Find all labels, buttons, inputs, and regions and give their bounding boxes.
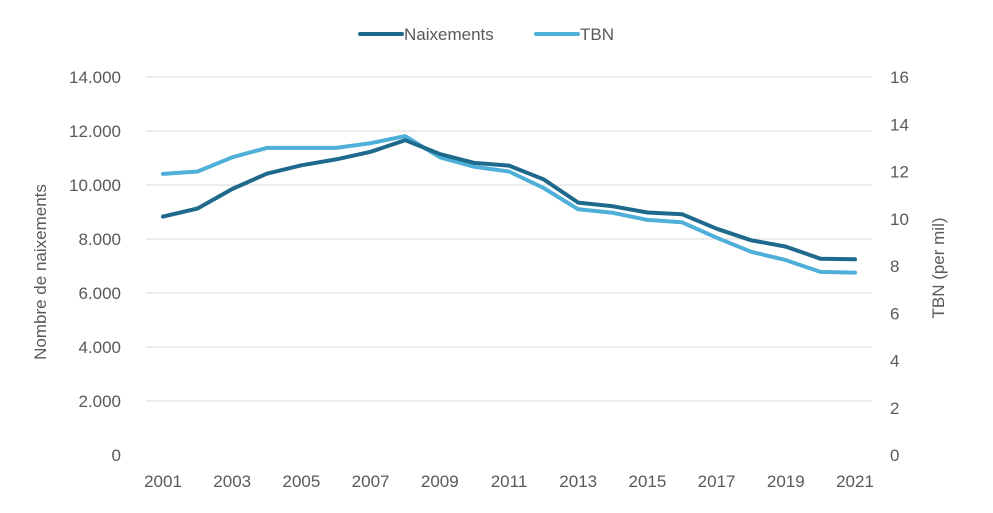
x-tick-label: 2019 <box>767 472 805 491</box>
series-line-tbn <box>161 134 857 275</box>
x-tick-label: 2017 <box>698 472 736 491</box>
y-tick-label: 2.000 <box>78 392 121 411</box>
x-tick-label: 2005 <box>282 472 320 491</box>
x-tick-label: 2021 <box>836 472 874 491</box>
legend: Naixements TBN <box>358 25 614 44</box>
y-tick-label: 12.000 <box>69 122 121 141</box>
x-tick-label: 2015 <box>628 472 666 491</box>
y2-tick-label: 12 <box>890 163 909 182</box>
y2-tick-label: 16 <box>890 68 909 87</box>
y-axis-left-ticks: 0 2.000 4.000 6.000 8.000 10.000 12.000 14.000 <box>69 68 121 465</box>
y-tick-label: 0 <box>112 446 121 465</box>
legend-label-tbn: TBN <box>580 25 614 44</box>
y-tick-label: 4.000 <box>78 338 121 357</box>
y-axis-right-ticks: 0 2 4 6 8 10 12 14 16 <box>890 68 909 465</box>
y2-tick-label: 4 <box>890 352 899 371</box>
x-tick-label: 2013 <box>559 472 597 491</box>
x-tick-label: 2009 <box>421 472 459 491</box>
y2-tick-label: 8 <box>890 257 899 276</box>
series-line-naixements <box>161 138 857 262</box>
y-axis-right-title: TBN (per mil) <box>929 217 948 318</box>
y2-tick-label: 0 <box>890 446 899 465</box>
y2-tick-label: 2 <box>890 399 899 418</box>
x-tick-label: 2007 <box>352 472 390 491</box>
y2-tick-label: 10 <box>890 210 909 229</box>
x-tick-label: 2011 <box>491 472 528 491</box>
x-axis-ticks: 2001 2003 2005 2007 2009 2011 2013 2015 2017 2019… <box>144 472 874 491</box>
y2-tick-label: 6 <box>890 304 899 323</box>
x-tick-label: 2003 <box>213 472 251 491</box>
y-tick-label: 10.000 <box>69 176 121 195</box>
y-tick-label: 14.000 <box>69 68 121 87</box>
y2-tick-label: 14 <box>890 115 909 134</box>
y-axis-left-title: Nombre de naixements <box>31 184 50 360</box>
x-tick-label: 2001 <box>144 472 182 491</box>
legend-label-naixements: Naixements <box>404 25 494 44</box>
y-tick-label: 6.000 <box>78 284 121 303</box>
series-layer <box>161 134 857 275</box>
gridlines <box>146 76 872 402</box>
y-tick-label: 8.000 <box>78 230 121 249</box>
